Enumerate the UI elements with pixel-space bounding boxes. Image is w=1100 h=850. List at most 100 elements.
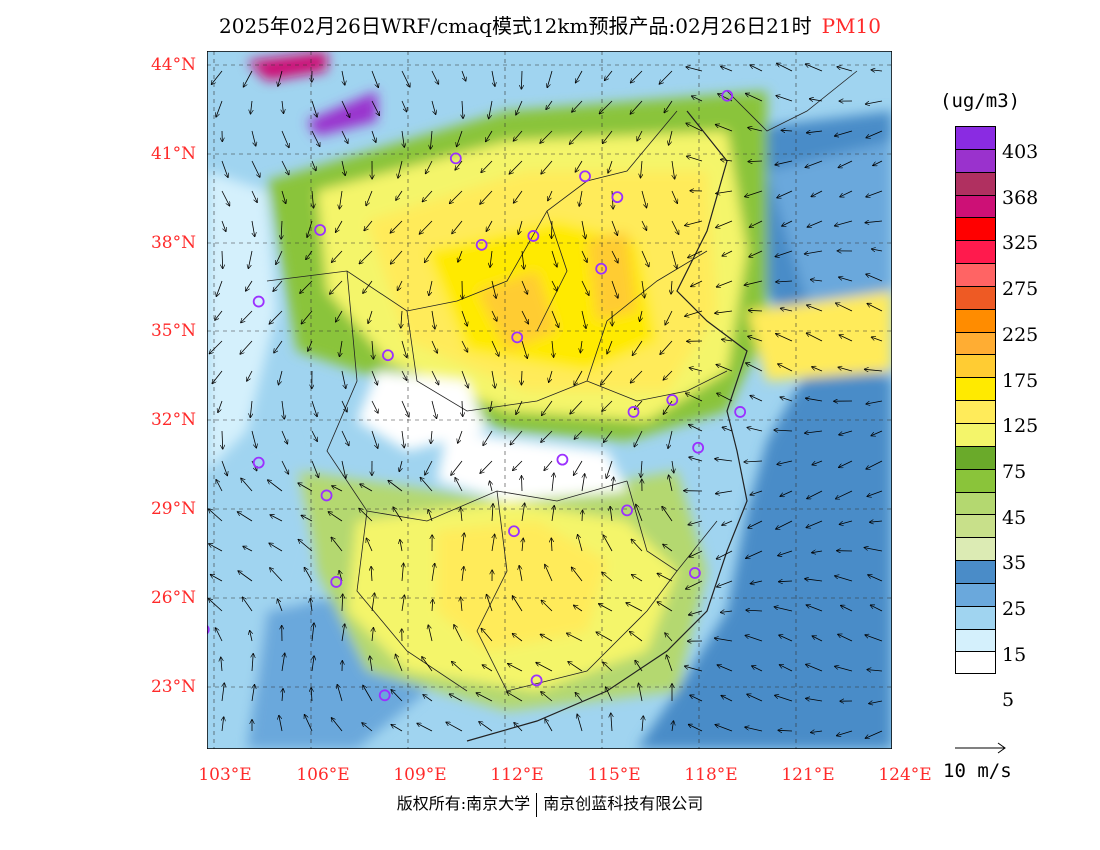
wind-arrow (362, 723, 373, 732)
wind-arrow (298, 540, 313, 552)
wind-arrow (342, 594, 343, 612)
wind-arrow (837, 730, 853, 736)
wind-arrow (807, 605, 823, 612)
wind-arrow (570, 130, 583, 144)
wind-arrow (687, 156, 703, 162)
wind-arrow (641, 190, 647, 208)
wind-arrow (552, 473, 554, 492)
wind-arrow (812, 551, 823, 553)
wind-arrow (749, 310, 763, 311)
wind-arrow (281, 130, 289, 147)
colorbar-swatch (955, 194, 996, 218)
wind-arrow (372, 593, 375, 612)
wind-arrow (685, 666, 703, 672)
colorbar-swatch (955, 331, 996, 355)
colorbar-label: 125 (1002, 415, 1039, 438)
wind-arrow (806, 664, 823, 672)
wind-arrow (241, 478, 253, 492)
wind-arrow (279, 370, 283, 385)
wind-arrow (671, 250, 677, 268)
wind-arrow (371, 400, 378, 413)
wind-arrow (243, 546, 253, 552)
wind-arrow (600, 100, 613, 114)
wind-arrow (311, 160, 316, 171)
wind-arrow (667, 655, 673, 672)
wind-arrow (746, 610, 763, 611)
wind-arrow (210, 340, 223, 354)
wind-arrow (689, 457, 703, 462)
wind-arrow (244, 70, 253, 87)
colorbar-label: 15 (1002, 643, 1027, 666)
wind-arrow (745, 635, 763, 642)
station-marker (511, 331, 524, 344)
lat-label: 26°N (150, 588, 196, 608)
wind-arrow (745, 280, 763, 285)
wind-arrow (715, 638, 733, 642)
wind-arrow (462, 400, 463, 416)
wind-arrow (599, 604, 613, 612)
wind-arrow (540, 130, 553, 143)
wind-arrow (450, 190, 463, 203)
wind-arrow (390, 220, 403, 233)
lat-label: 29°N (150, 499, 196, 519)
wind-arrow (312, 656, 314, 672)
wind-arrow (781, 308, 793, 311)
wind-arrow (401, 100, 407, 112)
wind-arrow (366, 538, 373, 552)
wind-arrow (308, 340, 313, 351)
wind-arrow (748, 161, 763, 162)
colorbar-swatch (955, 377, 996, 401)
wind-arrow (866, 190, 883, 197)
wind-arrow (685, 310, 703, 316)
wind-arrow (639, 684, 643, 702)
station-marker (314, 224, 326, 236)
wind-arrow (541, 160, 553, 174)
lat-label: 35°N (150, 321, 196, 341)
station-marker (689, 567, 701, 579)
wind-arrow (662, 507, 673, 522)
wind-arrow (491, 535, 495, 552)
wind-arrow (452, 220, 463, 234)
wind-arrow (630, 100, 643, 114)
wind-arrow (251, 130, 256, 146)
wind-arrow (391, 725, 403, 732)
colorbar-label: 275 (1002, 278, 1039, 301)
wind-arrow (776, 520, 793, 529)
wind-arrow (870, 521, 883, 522)
wind-arrow (461, 310, 467, 326)
wind-arrow (521, 70, 522, 89)
station-marker (330, 576, 343, 588)
wind-arrow (479, 722, 493, 732)
wind-arrow (866, 400, 883, 404)
wind-arrow (341, 430, 349, 445)
wind-arrow (835, 130, 853, 136)
wind-arrow (774, 430, 793, 431)
colorbar-swatch (955, 263, 996, 286)
wind-arrow (541, 430, 553, 442)
wind-arrow (750, 490, 763, 495)
wind-arrow (545, 565, 553, 582)
wind-arrow (518, 220, 523, 234)
wind-arrow (663, 544, 673, 552)
wind-arrow (431, 340, 437, 353)
wind-arrow (640, 310, 642, 321)
lat-label: 41°N (150, 144, 196, 164)
wind-arrow (634, 430, 643, 447)
wind-arrow (521, 340, 527, 358)
colorbar-swatch (955, 354, 996, 378)
wind-arrow (212, 370, 223, 383)
wind-arrow (429, 280, 433, 295)
wind-arrow (611, 713, 612, 732)
lon-label: 115°E (587, 765, 641, 785)
wind-arrow (341, 400, 347, 412)
wind-arrow (215, 310, 223, 320)
wind-arrow (310, 599, 312, 612)
wind-arrow (425, 460, 433, 475)
wind-arrow (301, 310, 313, 324)
wind-arrow (812, 460, 823, 465)
wind-arrow (716, 365, 733, 372)
wind-arrow (282, 100, 284, 113)
wind-arrow (521, 370, 522, 385)
wind-arrow (401, 340, 407, 357)
wind-arrow (388, 481, 403, 492)
